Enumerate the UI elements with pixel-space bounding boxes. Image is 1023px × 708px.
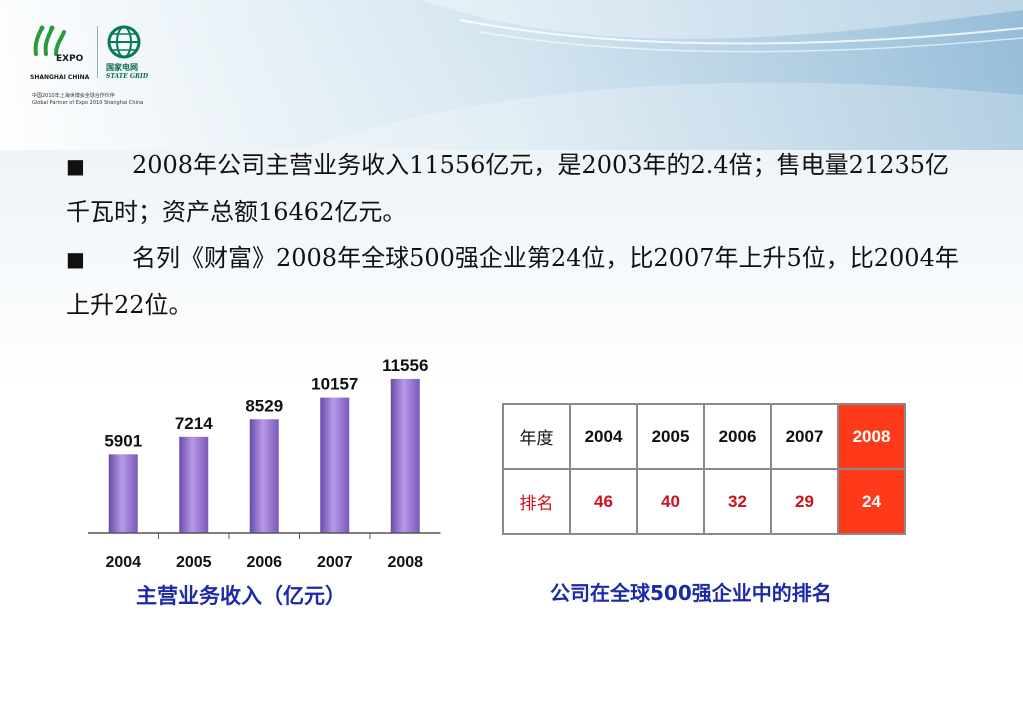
rank-row-label: 排名 (502, 468, 571, 535)
year-cell: 2004 (569, 403, 638, 470)
state-grid-cn-name: 国家电网 (106, 63, 138, 72)
bar-value-label: 7214 (175, 414, 213, 433)
year-cell: 2007 (770, 403, 839, 470)
summary-text: ■ 2008年公司主营业务收入11556亿元，是2003年的2.4倍；售电量212… (66, 142, 966, 328)
bullet-text-1: 2008年公司主营业务收入11556亿元，是2003年的2.4倍；售电量2123… (66, 151, 950, 226)
bullet-paragraph-2: ■ 名列《财富》2008年全球500强企业第24位，比2007年上升5位，比200… (66, 235, 966, 328)
revenue-bar (390, 378, 420, 533)
bar-value-label: 11556 (382, 356, 428, 375)
x-tick-label: 2007 (317, 554, 353, 571)
year-cell: 2006 (703, 403, 772, 470)
x-tick-label: 2006 (246, 554, 282, 571)
state-grid-en-name: STATE GRID (106, 73, 149, 80)
table-header-row: 年度 2004 2005 2006 2007 2008 (502, 403, 906, 470)
year-cell-highlighted: 2008 (837, 403, 906, 470)
x-tick-label: 2008 (387, 554, 423, 571)
ranking-table: 年度 2004 2005 2006 2007 2008 排名 46 40 32 … (502, 403, 906, 535)
bullet-paragraph-1: ■ 2008年公司主营业务收入11556亿元，是2003年的2.4倍；售电量212… (66, 142, 966, 235)
year-header-label: 年度 (502, 403, 571, 470)
revenue-bar (108, 454, 138, 533)
bar-value-label: 8529 (245, 396, 283, 415)
expo-logo: EXPO SHANGHAI CHINA (30, 24, 94, 84)
partner-caption-en: Global Partner of Expo 2010 Shanghai Chi… (32, 100, 144, 106)
revenue-chart-title: 主营业务收入（亿元） (136, 584, 346, 608)
expo-emblem-icon (33, 25, 66, 56)
ranking-table-title: 公司在全球500强企业中的排名 (550, 581, 832, 605)
rank-cell: 29 (770, 468, 839, 535)
globe-icon (107, 25, 141, 59)
rank-cell-highlighted: 24 (837, 468, 906, 535)
partner-logo: EXPO SHANGHAI CHINA 国家电网 STATE GRID 中国20… (30, 22, 148, 108)
revenue-bar (179, 436, 209, 533)
expo-word: EXPO (56, 54, 84, 64)
revenue-bar (249, 419, 279, 533)
bullet-square-icon: ■ (66, 247, 85, 271)
x-tick-label: 2004 (105, 554, 141, 571)
bullet-text-2: 名列《财富》2008年全球500强企业第24位，比2007年上升5位，比2004… (66, 244, 959, 319)
x-tick-label: 2005 (176, 554, 212, 571)
bar-value-label: 10157 (311, 375, 358, 394)
revenue-bar-chart: 5901 7214 8529 10157 11556 2004 2005 2006 2007 2… (88, 356, 441, 571)
expo-subtitle: SHANGHAI CHINA (30, 74, 90, 81)
rank-cell: 32 (703, 468, 772, 535)
rank-cell: 40 (636, 468, 705, 535)
table-rank-row: 排名 46 40 32 29 24 (502, 468, 906, 535)
year-cell: 2005 (636, 403, 705, 470)
header-background (0, 0, 1023, 150)
rank-cell: 46 (569, 468, 638, 535)
revenue-bar (320, 397, 350, 533)
state-grid-logo: 国家电网 STATE GRID (102, 24, 149, 84)
header-swoosh (300, 0, 1023, 150)
logo-divider (97, 26, 98, 78)
bar-value-label: 5901 (104, 431, 142, 450)
partner-caption-cn: 中国2010年上海世博会全球合作伙伴 (32, 93, 115, 99)
bullet-square-icon: ■ (66, 154, 85, 178)
